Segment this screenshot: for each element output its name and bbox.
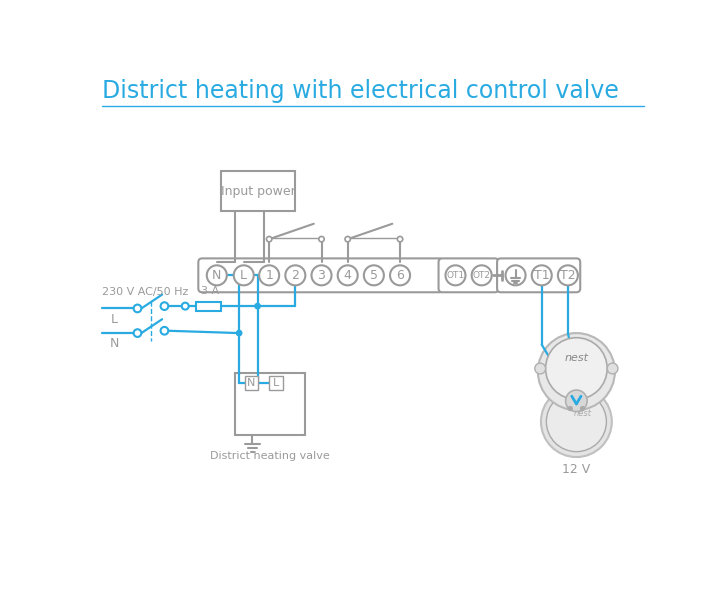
Text: N: N (212, 269, 221, 282)
Text: 1: 1 (265, 269, 273, 282)
Circle shape (607, 363, 618, 374)
Text: District heating valve: District heating valve (210, 451, 330, 462)
Text: nest: nest (564, 353, 588, 363)
Circle shape (255, 304, 261, 309)
Circle shape (558, 266, 578, 285)
Circle shape (345, 236, 350, 242)
FancyBboxPatch shape (497, 258, 580, 292)
Circle shape (182, 303, 189, 309)
Text: T2: T2 (560, 269, 576, 282)
Text: Input power: Input power (221, 185, 296, 198)
Circle shape (161, 327, 168, 334)
Bar (269, 376, 283, 390)
Circle shape (446, 266, 465, 285)
Circle shape (505, 266, 526, 285)
Text: OT2: OT2 (472, 271, 491, 280)
Bar (196, 302, 221, 311)
FancyBboxPatch shape (198, 258, 443, 292)
Circle shape (161, 302, 168, 310)
Circle shape (312, 266, 331, 285)
FancyBboxPatch shape (438, 258, 499, 292)
Circle shape (319, 236, 324, 242)
Circle shape (545, 338, 607, 399)
Bar (235, 373, 304, 435)
Circle shape (566, 390, 587, 412)
Circle shape (472, 266, 491, 285)
Text: 6: 6 (396, 269, 404, 282)
Circle shape (397, 236, 403, 242)
Text: N: N (248, 378, 256, 388)
Circle shape (234, 266, 254, 285)
Circle shape (541, 386, 612, 457)
Bar (221, 172, 295, 211)
Circle shape (569, 407, 572, 410)
Text: OT1: OT1 (446, 271, 464, 280)
Circle shape (237, 330, 242, 336)
Text: L: L (240, 269, 248, 282)
Circle shape (535, 363, 545, 374)
Circle shape (259, 266, 279, 285)
Text: 3: 3 (317, 269, 325, 282)
Circle shape (581, 407, 585, 410)
Circle shape (134, 329, 141, 337)
Circle shape (538, 333, 615, 410)
Text: 2: 2 (291, 269, 299, 282)
Text: 5: 5 (370, 269, 378, 282)
Text: T1: T1 (534, 269, 550, 282)
Circle shape (390, 266, 410, 285)
Text: L: L (273, 378, 280, 388)
Circle shape (338, 266, 357, 285)
Text: N: N (110, 337, 119, 350)
Text: 3 A: 3 A (201, 286, 219, 296)
Text: 230 V AC/50 Hz: 230 V AC/50 Hz (102, 286, 189, 296)
Circle shape (207, 266, 227, 285)
Circle shape (364, 266, 384, 285)
Circle shape (134, 305, 141, 312)
Circle shape (531, 266, 552, 285)
Text: District heating with electrical control valve: District heating with electrical control… (102, 80, 619, 103)
Text: 4: 4 (344, 269, 352, 282)
Text: L: L (111, 312, 118, 326)
Text: nest: nest (574, 409, 592, 418)
Text: 12 V: 12 V (562, 463, 590, 476)
Bar (245, 376, 258, 390)
Circle shape (546, 391, 606, 451)
Circle shape (285, 266, 305, 285)
Circle shape (266, 236, 272, 242)
